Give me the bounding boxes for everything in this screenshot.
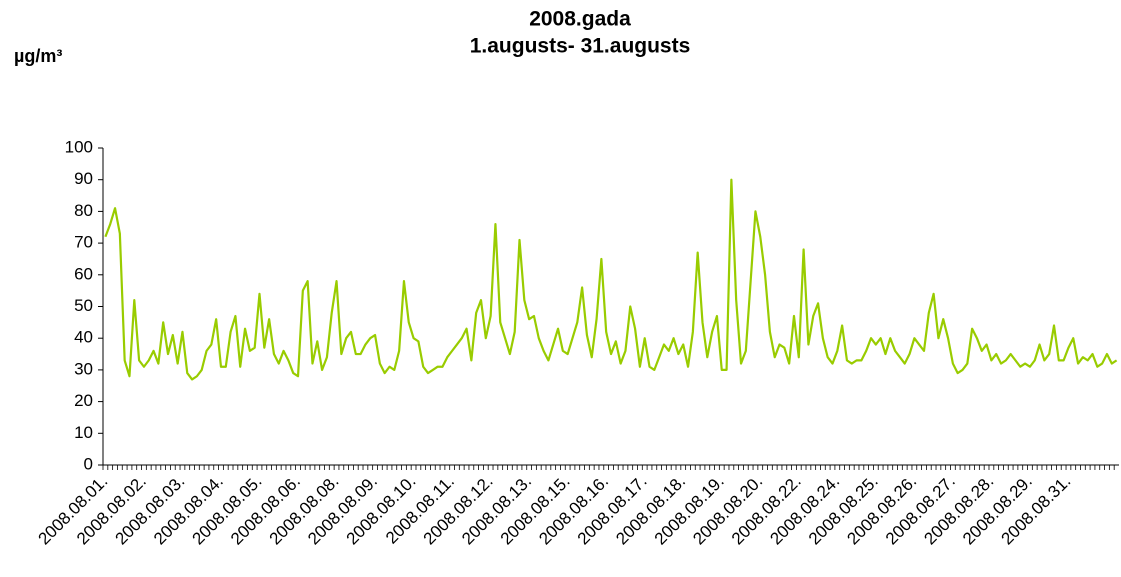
y-tick-label: 70 [74,233,93,252]
y-tick-label: 0 [84,454,93,473]
y-tick-label: 60 [74,264,93,283]
y-tick-label: 40 [74,328,93,347]
y-tick-label: 30 [74,359,93,378]
y-tick-label: 100 [65,137,93,156]
y-tick-label: 90 [74,169,93,188]
y-tick-label: 50 [74,296,93,315]
data-line [104,178,1118,381]
chart-title: 2008.gada [529,8,631,31]
y-tick-label: 10 [74,423,93,442]
y-tick-label: 80 [74,201,93,220]
y-tick-label: 20 [74,391,93,410]
y-axis-label: µg/m³ [14,46,62,66]
chart-subtitle: 1.augusts- 31.augusts [470,35,691,58]
